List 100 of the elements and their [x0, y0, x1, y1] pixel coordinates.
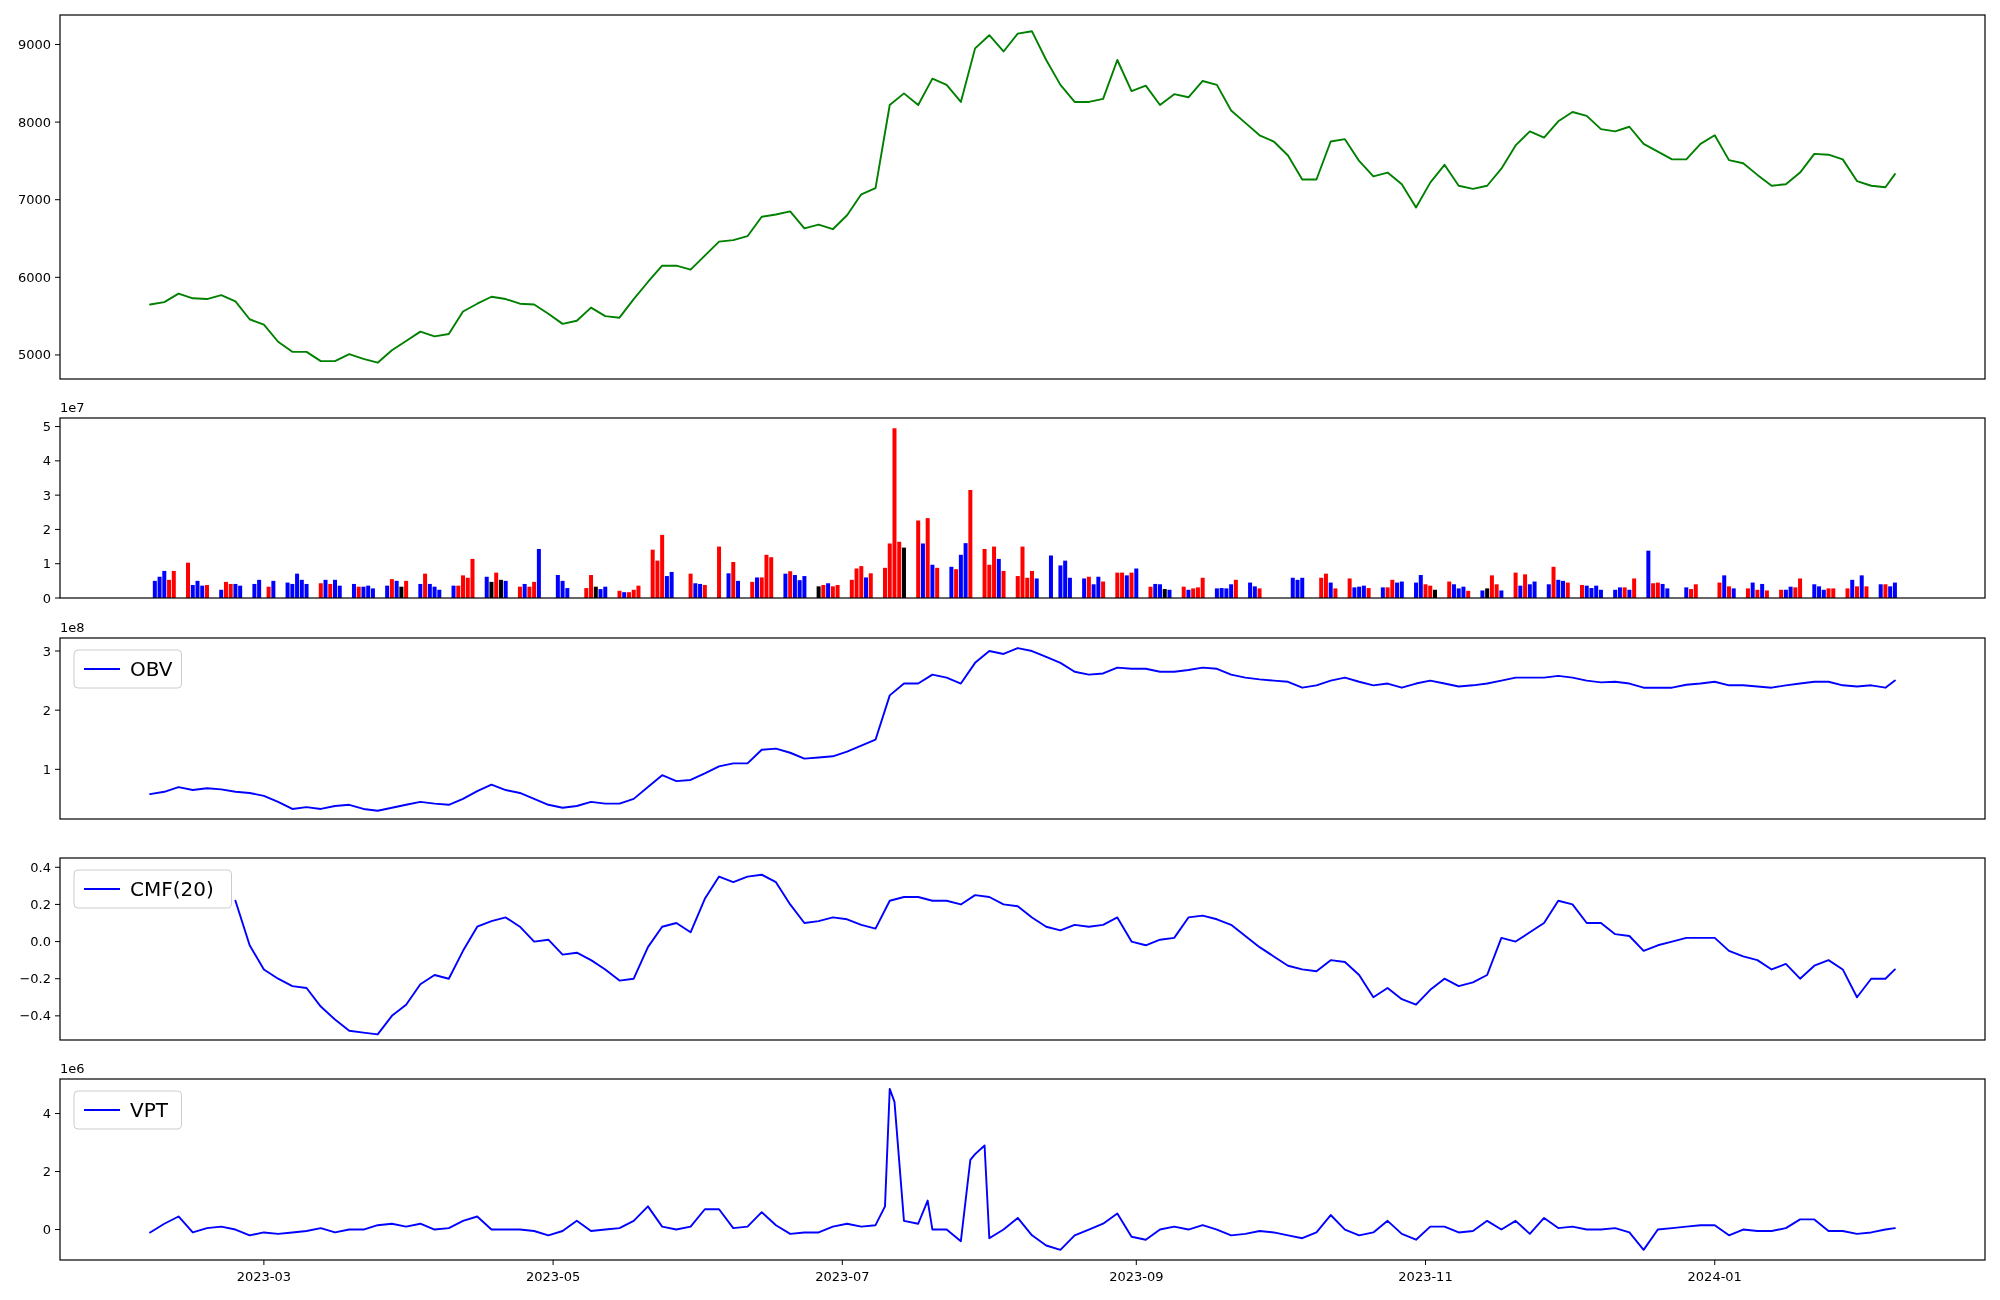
bar [1579, 584, 1584, 598]
bar [204, 584, 209, 598]
bar [693, 583, 698, 598]
bar [650, 549, 655, 598]
y-tick-label: 7000 [17, 192, 51, 208]
text: 1e8 [60, 620, 85, 635]
bar [1693, 584, 1698, 598]
bar [1323, 573, 1328, 598]
bar [764, 554, 769, 598]
bar [1347, 578, 1352, 598]
bar [494, 572, 499, 598]
bar [423, 573, 428, 598]
bar [1499, 590, 1504, 598]
bar [1523, 574, 1528, 598]
bar [1556, 579, 1561, 598]
bar [1589, 588, 1594, 598]
bar [1617, 587, 1622, 598]
bar [1831, 588, 1836, 598]
bar [949, 566, 954, 598]
bar [868, 573, 873, 598]
bar [1295, 579, 1300, 598]
bar [1020, 546, 1025, 598]
y-tick-label: 1 [42, 556, 51, 572]
bar [1447, 581, 1452, 598]
bar [930, 564, 935, 598]
bar [1129, 572, 1134, 598]
bar [1726, 586, 1731, 598]
line-series [149, 30, 1896, 364]
bar [389, 579, 394, 598]
bar [1883, 584, 1888, 598]
bar [702, 584, 707, 598]
x-tick-label: 2023-05 [525, 1269, 581, 1284]
bar [736, 580, 741, 598]
y-tick-label: 5 [42, 419, 51, 435]
bar [522, 583, 527, 598]
bar [788, 571, 793, 598]
bar [1001, 570, 1006, 598]
bar [1191, 588, 1196, 598]
bar [195, 580, 200, 598]
bar [1632, 578, 1637, 598]
bar [1584, 585, 1589, 598]
bar [1456, 588, 1461, 598]
y-tick-label: 6000 [17, 269, 51, 285]
bar [394, 580, 399, 598]
bar [228, 583, 233, 598]
bar [304, 583, 309, 598]
bar [754, 577, 759, 598]
y-tick-label: 0 [42, 590, 51, 606]
y-tick-label: 9000 [17, 37, 51, 53]
bar [1101, 581, 1106, 598]
y-tick-label: 0.0 [30, 934, 51, 950]
bar [271, 580, 276, 598]
y-tick-label: 2 [42, 1164, 51, 1180]
bar [1366, 588, 1371, 598]
text: 1e7 [60, 400, 85, 415]
bar [1480, 590, 1485, 598]
y-tick-label: 4 [42, 1106, 51, 1122]
y-tick-label: 2 [42, 702, 51, 718]
bar [802, 576, 807, 598]
bar [731, 562, 736, 598]
bar [1660, 583, 1665, 598]
bar [1048, 555, 1053, 598]
bar [864, 577, 869, 598]
bar [925, 518, 930, 598]
bar [1399, 581, 1404, 598]
bar [1565, 582, 1570, 598]
bar [854, 568, 859, 598]
bar [726, 573, 731, 598]
y-tick-label: 4 [42, 453, 51, 469]
bar [1300, 577, 1305, 598]
bar [252, 583, 257, 598]
text: 1e6 [60, 1061, 85, 1076]
bar [1319, 577, 1324, 598]
bar [963, 543, 968, 598]
bar [1428, 585, 1433, 598]
bar [1029, 570, 1034, 598]
bar [1764, 590, 1769, 598]
y-tick-label: −0.4 [19, 1008, 51, 1024]
bar [636, 585, 641, 598]
bar [200, 585, 205, 598]
bar [1423, 584, 1428, 598]
y-tick-label: 3 [42, 487, 51, 503]
bar [1684, 587, 1689, 598]
y-tick-label: 1 [42, 761, 51, 777]
y-tick-label: 0.2 [30, 896, 51, 912]
bar [1257, 588, 1262, 598]
bar [1224, 588, 1229, 598]
bar [1854, 586, 1859, 598]
bar [385, 585, 390, 598]
bar [451, 585, 456, 598]
bar [1888, 586, 1893, 598]
bar [1845, 588, 1850, 598]
bar [1058, 565, 1063, 598]
bar [1518, 585, 1523, 598]
x-tick-label: 2023-09 [1109, 1269, 1164, 1284]
bar [1750, 582, 1755, 598]
bar [1745, 588, 1750, 598]
bar [1252, 586, 1257, 598]
bar [1878, 584, 1883, 598]
y-tick-label: −0.2 [19, 971, 51, 987]
